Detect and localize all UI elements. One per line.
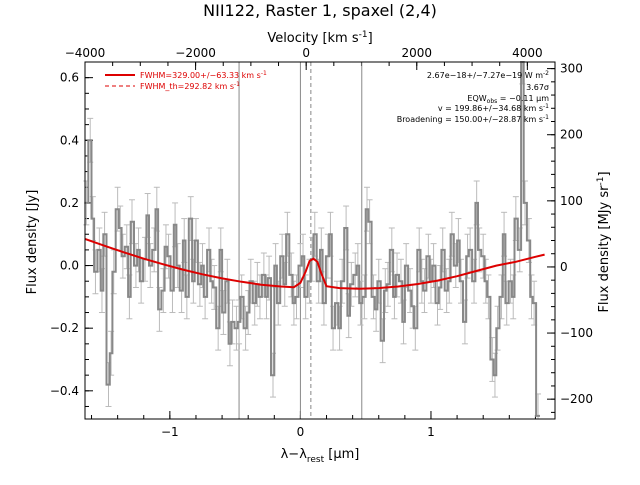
right-axis-label: Flux density [MJy sr-1]	[596, 171, 612, 312]
top-tick-label: 2000	[401, 46, 432, 60]
bottom-axis-label: λ−λrest [μm]	[281, 447, 360, 465]
legend-fwhm-th-label: FWHM_th=292.82 km s-1	[140, 81, 240, 91]
left-tick-label: 0.2	[60, 196, 79, 210]
annotation-sigma: 3.67σ	[526, 83, 549, 92]
gaussian-fit-curve	[84, 237, 545, 290]
right-tick-label: −200	[560, 392, 593, 406]
chart-title: NII122, Raster 1, spaxel (2,4)	[203, 1, 437, 20]
right-tick-label: 100	[560, 194, 583, 208]
right-tick-label: 200	[560, 128, 583, 142]
left-tick-label: −0.2	[50, 321, 79, 335]
left-axis-label: Flux density [Jy]	[25, 190, 40, 295]
top-tick-label: 0	[302, 46, 310, 60]
annotation-flux: 2.67e−18+/−7.27e−19 W m-2	[427, 70, 549, 80]
top-axis-label: Velocity [km s-1]	[267, 30, 372, 46]
bottom-tick-label: −1	[161, 425, 179, 439]
left-tick-label: 0.4	[60, 133, 79, 147]
left-tick-label: −0.4	[50, 384, 79, 398]
right-tick-label: 0	[560, 260, 568, 274]
axis-ticks: −1 0 1−0.4−0.20.00.20.40.6−4000 −2000 0 2000 4…	[50, 46, 593, 439]
right-tick-label: −100	[560, 326, 593, 340]
annotation-eqw: EQWobs = −0.11 μm	[467, 94, 549, 105]
fit-annotations: 2.67e−18+/−7.27e−19 W m-2 3.67σ EQWobs =…	[397, 70, 550, 124]
top-tick-label: −4000	[65, 46, 106, 60]
left-tick-label: 0.6	[60, 71, 79, 85]
top-tick-label: 4000	[512, 46, 543, 60]
left-tick-label: 0.0	[60, 259, 79, 273]
bottom-tick-label: 1	[427, 425, 435, 439]
vertical-reference-lines	[238, 62, 363, 419]
legend: FWHM=329.00+/−63.33 km s-1 FWHM_th=292.8…	[105, 70, 267, 91]
right-tick-label: 300	[560, 62, 583, 76]
top-tick-label: −2000	[175, 46, 216, 60]
annotation-broadening: Broadening = 150.00+/−28.87 km s-1	[397, 114, 549, 124]
annotation-velocity: v = 199.86+/−34.68 km s-1	[438, 103, 549, 113]
legend-fwhm-label: FWHM=329.00+/−63.33 km s-1	[140, 70, 267, 80]
bottom-tick-label: 0	[297, 425, 305, 439]
plot-frame	[84, 61, 556, 420]
